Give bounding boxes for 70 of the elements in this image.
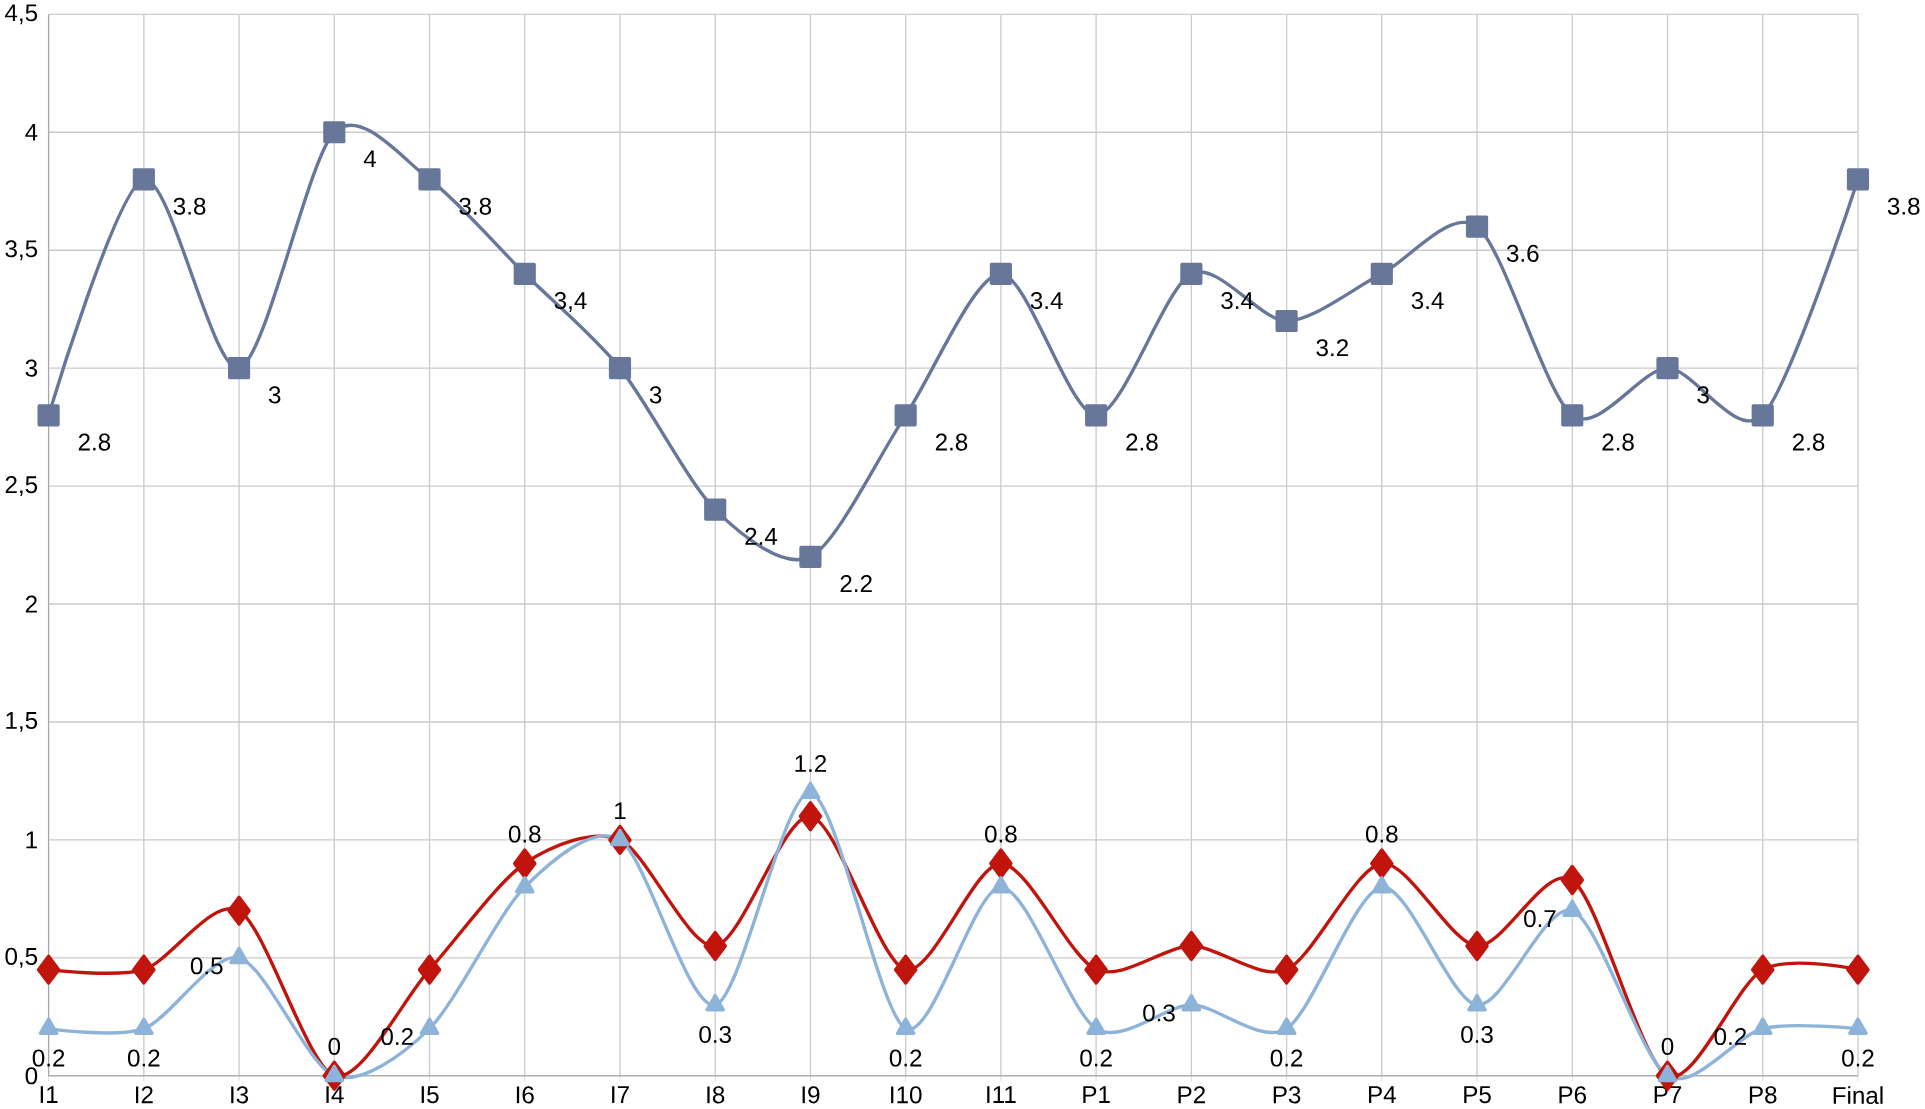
data-label: 0.2 [889, 1049, 922, 1067]
data-label: 3.4 [1221, 292, 1254, 310]
data-label: 2.2 [840, 575, 872, 593]
y-tick-label: 3,5 [5, 240, 38, 261]
data-label: 0.3 [1461, 1026, 1493, 1044]
data-label: 0.2 [1080, 1049, 1112, 1067]
x-tick-label: I8 [707, 1086, 725, 1104]
x-tick-label: I3 [231, 1086, 249, 1104]
data-label: 0.5 [190, 957, 223, 975]
data-label: 0 [328, 1038, 341, 1056]
data-label: 2.8 [935, 433, 968, 451]
x-tick-label: P3 [1273, 1086, 1301, 1104]
x-tick-label: I9 [802, 1086, 820, 1104]
data-label: 3 [1697, 386, 1709, 404]
data-label: 0.2 [127, 1049, 160, 1067]
data-label: 3 [268, 386, 281, 404]
data-label: 3.6 [1506, 245, 1539, 263]
x-tick-label: P1 [1083, 1086, 1110, 1104]
y-tick-label: 2,5 [5, 476, 38, 497]
data-label: 0 [1661, 1038, 1674, 1056]
x-tick-label: P7 [1654, 1086, 1682, 1104]
data-label: 3.2 [1316, 339, 1348, 357]
data-label: 3.8 [173, 197, 206, 215]
x-tick-label: P4 [1369, 1086, 1396, 1104]
x-tick-label: P5 [1464, 1086, 1491, 1104]
data-label: 0.7 [1524, 910, 1556, 928]
data-label: 0.2 [1270, 1049, 1303, 1067]
x-tick-label: P2 [1178, 1086, 1205, 1104]
x-tick-label: I1 [40, 1086, 58, 1104]
x-tick-label: I6 [516, 1086, 534, 1104]
data-label: 0.8 [985, 825, 1017, 843]
y-tick-label: 3 [25, 359, 38, 377]
data-label: 3,4 [554, 292, 587, 313]
y-tick-label: 2 [25, 595, 37, 613]
data-label: 4 [363, 150, 376, 168]
data-label: 3.8 [459, 197, 492, 215]
data-label: 2.8 [1602, 433, 1634, 451]
data-label: 3.8 [1887, 197, 1920, 215]
y-tick-label: 0,5 [5, 948, 38, 969]
data-label: 0.3 [699, 1026, 731, 1044]
x-tick-label: I11 [987, 1086, 1016, 1104]
data-label: 2.8 [1792, 433, 1825, 451]
data-label: 2.4 [745, 528, 778, 545]
data-label: 3.4 [1030, 292, 1063, 310]
data-label: 0.2 [32, 1049, 65, 1067]
x-tick-label: I4 [326, 1086, 344, 1104]
x-tick-label: I2 [135, 1086, 153, 1104]
data-label: 3 [649, 386, 662, 404]
x-tick-label: I10 [891, 1086, 922, 1104]
data-label: 2.8 [1126, 433, 1158, 451]
data-label: 0.8 [508, 825, 541, 843]
data-label: 3.4 [1411, 292, 1444, 310]
data-label: 0.8 [1365, 825, 1398, 843]
y-tick-label: 4,5 [5, 4, 38, 25]
data-label: 0.2 [1714, 1028, 1747, 1046]
x-tick-label: I5 [421, 1086, 439, 1104]
data-label: 2.8 [78, 433, 111, 451]
data-label: 0.2 [1842, 1049, 1874, 1067]
x-tick-label: Final [1833, 1086, 1883, 1105]
y-tick-label: 4 [25, 124, 38, 141]
x-tick-label: P6 [1559, 1086, 1587, 1104]
data-label: 1 [615, 802, 626, 820]
y-tick-label: 0 [25, 1067, 38, 1085]
x-tick-label: I7 [612, 1086, 629, 1104]
data-label: 0.3 [1143, 1004, 1175, 1022]
data-label: 1.2 [795, 755, 827, 773]
y-tick-label: 1,5 [6, 712, 38, 733]
x-tick-label: P8 [1749, 1086, 1777, 1104]
y-tick-label: 1 [26, 831, 37, 849]
data-label: 0.2 [381, 1028, 413, 1046]
